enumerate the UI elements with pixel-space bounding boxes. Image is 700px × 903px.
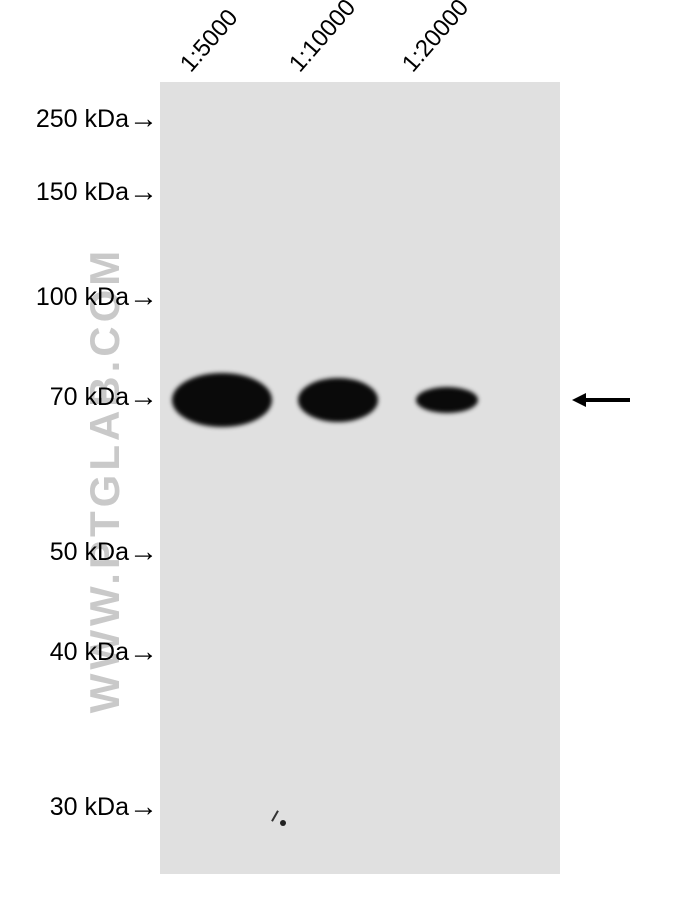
mw-marker: 100 kDa→	[0, 283, 158, 313]
arrow-right-icon: →	[129, 638, 158, 667]
mw-marker: 250 kDa→	[0, 105, 158, 135]
arrow-right-icon: →	[129, 538, 158, 567]
arrow-right-icon: →	[129, 283, 158, 312]
mw-marker: 40 kDa→	[0, 638, 158, 668]
arrow-right-icon: →	[129, 383, 158, 412]
western-blot-band	[416, 387, 478, 413]
mw-marker: 150 kDa→	[0, 178, 158, 208]
mw-marker-text: 30 kDa	[50, 793, 129, 821]
mw-marker-text: 150 kDa	[36, 178, 129, 206]
mw-marker: 70 kDa→	[0, 383, 158, 413]
mw-marker-text: 70 kDa	[50, 383, 129, 411]
lane-label: 1:10000	[284, 0, 362, 78]
artifact-speck	[280, 820, 286, 826]
lane-label: 1:20000	[397, 0, 475, 78]
target-arrow-icon	[572, 388, 632, 412]
western-blot-band	[298, 378, 378, 422]
mw-marker: 30 kDa→	[0, 793, 158, 823]
mw-marker: 50 kDa→	[0, 538, 158, 568]
lane-label: 1:5000	[175, 4, 244, 78]
figure-container: WWW.PTGLAB.COM 250 kDa→150 kDa→100 kDa→7…	[0, 0, 700, 903]
mw-marker-text: 250 kDa	[36, 105, 129, 133]
mw-marker-text: 40 kDa	[50, 638, 129, 666]
arrow-right-icon: →	[129, 178, 158, 207]
mw-marker-text: 50 kDa	[50, 538, 129, 566]
western-blot-band	[172, 373, 272, 427]
mw-marker-text: 100 kDa	[36, 283, 129, 311]
arrow-right-icon: →	[129, 105, 158, 134]
blot-membrane	[160, 82, 560, 874]
arrow-right-icon: →	[129, 793, 158, 822]
